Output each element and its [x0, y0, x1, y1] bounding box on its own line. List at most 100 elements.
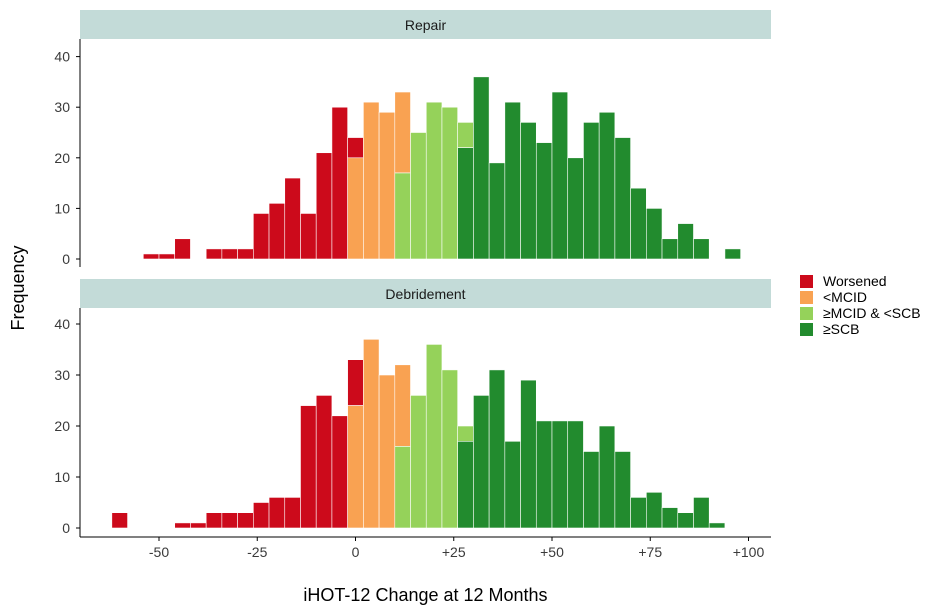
- legend-label-worsened: Worsened: [823, 273, 887, 289]
- bar-debridement-scb-32: [614, 451, 631, 529]
- bar-debridement-worsened-0: [111, 512, 128, 529]
- bar-repair-worsened-5: [237, 248, 254, 260]
- bar-repair-worsened-9: [300, 213, 317, 260]
- bar-repair-scb-38: [724, 248, 741, 260]
- bar-debridement-mcid-16: [394, 364, 411, 447]
- bar-debridement-scb-31: [598, 425, 616, 529]
- bar-debridement-scb-26: [520, 379, 537, 529]
- bar-debridement-scb-28: [551, 420, 569, 529]
- x-tick-label-6: +100: [733, 544, 765, 560]
- y-tick-label-debridement-30: 30: [54, 367, 70, 383]
- bar-debridement-scb-37: [693, 497, 710, 529]
- bar-repair-worsened-8: [284, 177, 301, 260]
- bar-repair-worsened-11: [331, 106, 348, 260]
- bar-debridement-scb-33: [630, 497, 647, 529]
- bar-repair-worsened-10: [315, 152, 333, 260]
- bar-debridement-worsened-11: [331, 415, 348, 529]
- y-ticks-debridement: 0 10 20 30 40: [54, 316, 80, 536]
- bar-debridement-worsened-5: [237, 512, 254, 529]
- legend-swatch-lt-mcid: [800, 290, 813, 304]
- bar-debridement-worsened-7: [268, 497, 286, 529]
- bar-debridement-scb-24: [488, 369, 506, 529]
- x-axis-label: iHOT-12 Change at 12 Months: [303, 585, 547, 605]
- bar-debridement-scb-38: [708, 522, 726, 529]
- bar-repair-scb-36: [677, 223, 694, 260]
- x-tick-label-3: +25: [442, 544, 466, 560]
- bar-debridement-scb-36: [677, 512, 694, 529]
- bar-debridement-scb-30: [583, 451, 600, 529]
- bar-repair-mcid-16: [394, 91, 411, 174]
- bar-repair-scb-23: [473, 76, 490, 260]
- legend-swatch-worsened: [800, 274, 813, 288]
- legend-item-worsened: Worsened: [800, 273, 921, 289]
- bar-repair-worsened-1: [158, 253, 176, 260]
- panel-strip-debridement: [80, 279, 771, 308]
- bar-debridement-worsened-8: [284, 497, 301, 529]
- bar-debridement-scb-29: [567, 420, 584, 529]
- x-ticks: -50 -25 0 +25 +50 +75 +100: [149, 537, 765, 560]
- bar-repair-scb-33: [630, 187, 647, 260]
- bar-repair-mcid-scb-19: [425, 101, 443, 260]
- y-tick-label-debridement-20: 20: [54, 418, 70, 434]
- bar-debridement-scb-34: [646, 491, 663, 529]
- bar-repair-worsened-7: [268, 203, 286, 260]
- legend-label-mcid-scb: ≥MCID & <SCB: [823, 305, 921, 321]
- bar-debridement-mcid-scb-18: [410, 395, 427, 529]
- bar-debridement-scb-23: [473, 395, 490, 529]
- y-tick-label-repair-40: 40: [54, 49, 70, 65]
- bar-repair-worsened-2: [174, 238, 191, 260]
- y-tick-label-debridement-0: 0: [62, 520, 70, 536]
- bar-repair-scb-34: [646, 208, 663, 260]
- bar-repair-mcid-scb-18: [410, 132, 427, 260]
- bar-debridement-worsened-1: [174, 522, 191, 529]
- bar-repair-mcid-scb-17: [394, 172, 411, 260]
- bar-debridement-worsened-6: [253, 502, 270, 529]
- bar-repair-scb-30: [583, 122, 600, 260]
- bar-debridement-mcid-15: [378, 374, 396, 529]
- bar-debridement-scb-35: [661, 507, 679, 529]
- legend-item-lt-mcid: <MCID: [800, 289, 921, 305]
- bar-debridement-mcid-scb-17: [394, 446, 411, 529]
- bar-repair-worsened-12: [347, 137, 364, 159]
- bar-debridement-mcid-scb-20: [441, 369, 458, 529]
- y-tick-label-repair-0: 0: [62, 251, 70, 267]
- y-tick-label-repair-20: 20: [54, 150, 70, 166]
- bars-debridement: [111, 338, 726, 529]
- y-tick-label-repair-30: 30: [54, 99, 70, 115]
- bar-repair-worsened-3: [205, 248, 223, 260]
- bar-debridement-scb-22: [457, 440, 474, 529]
- bar-debridement-mcid-14: [363, 338, 380, 529]
- legend-swatch-scb: [800, 322, 813, 336]
- bar-debridement-worsened-9: [300, 405, 317, 529]
- bar-debridement-worsened-10: [315, 395, 333, 529]
- bar-repair-scb-24: [488, 162, 506, 260]
- bar-repair-mcid-14: [363, 101, 380, 260]
- legend: Worsened <MCID ≥MCID & <SCB ≥SCB: [800, 273, 921, 337]
- bar-repair-scb-29: [567, 157, 584, 260]
- bar-repair-scb-31: [598, 111, 616, 260]
- panel-debridement: Debridement 0 10 20 30 40 -50 -25 0 +25 +50 +75 +1…: [54, 279, 771, 560]
- bar-repair-mcid-15: [378, 111, 396, 260]
- bar-repair-worsened-6: [253, 213, 270, 260]
- legend-label-scb: ≥SCB: [823, 321, 860, 337]
- bar-repair-scb-27: [535, 142, 553, 260]
- y-tick-label-repair-10: 10: [54, 200, 70, 216]
- y-tick-label-debridement-10: 10: [54, 469, 70, 485]
- legend-item-mcid-scb: ≥MCID & <SCB: [800, 305, 921, 321]
- bar-repair-scb-37: [693, 238, 710, 260]
- legend-item-scb: ≥SCB: [800, 321, 921, 337]
- x-tick-label-2: 0: [352, 544, 360, 560]
- x-tick-label-5: +75: [638, 544, 662, 560]
- bar-repair-mcid-scb-20: [441, 106, 458, 260]
- bar-debridement-mcid-scb-21: [457, 425, 474, 442]
- bar-debridement-worsened-4: [221, 512, 238, 529]
- bar-repair-mcid-scb-21: [457, 122, 474, 148]
- x-tick-label-4: +50: [540, 544, 564, 560]
- legend-label-lt-mcid: <MCID: [823, 289, 867, 305]
- bar-debridement-scb-27: [535, 420, 553, 529]
- y-ticks-repair: 0 10 20 30 40: [54, 49, 80, 267]
- panel-title-repair: Repair: [405, 17, 447, 33]
- bar-debridement-worsened-12: [347, 359, 364, 406]
- bar-debridement-mcid-13: [347, 405, 364, 529]
